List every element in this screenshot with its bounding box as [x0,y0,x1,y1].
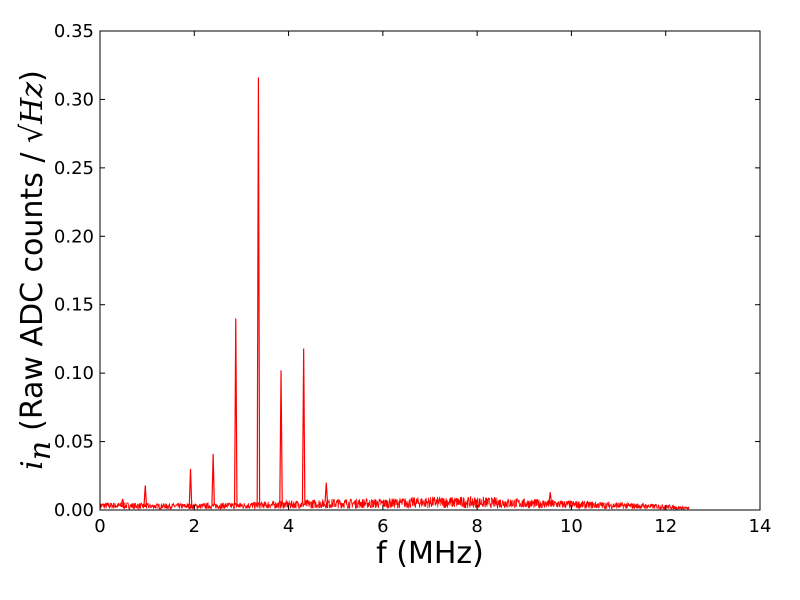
spectral-peak [188,468,193,506]
y-tick-label: 0.20 [54,226,94,247]
ylabel-sqrt: √ [15,123,50,143]
spectral-peak [143,485,148,506]
y-tick-label: 0.15 [54,295,94,316]
x-tick-label: 6 [377,516,388,537]
x-tick-label: 12 [654,516,677,537]
y-tick-label: 0.35 [54,21,94,42]
ylabel-symbol: i [15,460,50,470]
x-axis-label: f (MHz) [376,536,484,571]
spectral-peak [233,318,238,505]
y-tick-label: 0.10 [54,363,94,384]
x-axis-ticks: 0 2 4 6 8 10 12 14 [94,31,771,537]
spectral-peak [279,370,283,504]
y-axis-ticks: 0.00 0.05 0.10 0.15 0.20 0.25 0.30 0.35 [54,21,760,521]
y-tick-label: 0.05 [54,432,94,453]
x-tick-label: 14 [749,516,772,537]
y-tick-label: 0.00 [54,500,94,521]
spectral-peak [301,348,306,503]
spectral-peak [324,482,329,503]
x-tick-label: 8 [471,516,482,537]
x-tick-label: 4 [283,516,294,537]
y-tick-label: 0.30 [54,89,94,110]
spectral-peak [211,453,215,505]
x-tick-label: 2 [189,516,200,537]
ylabel-close: ) [15,70,50,82]
y-tick-label: 0.25 [54,158,94,179]
ylabel-subscript: n [23,441,58,460]
noise-floor-trace [99,496,690,511]
x-tick-label: 10 [560,516,583,537]
svg-text:in(Raw ADC counts / √Hz): in (Raw ADC counts / √Hz) [15,70,58,470]
ylabel-unit: Hz [15,82,50,125]
ylabel-text: (Raw ADC counts / [15,143,50,431]
spectral-peak [256,77,261,505]
spectral-peak [120,498,125,505]
x-tick-label: 0 [94,516,105,537]
plot-area [99,77,690,511]
spectral-peak [548,492,553,503]
plot-frame [99,30,761,511]
y-axis-label: in (Raw ADC counts / √Hz) [15,70,58,470]
